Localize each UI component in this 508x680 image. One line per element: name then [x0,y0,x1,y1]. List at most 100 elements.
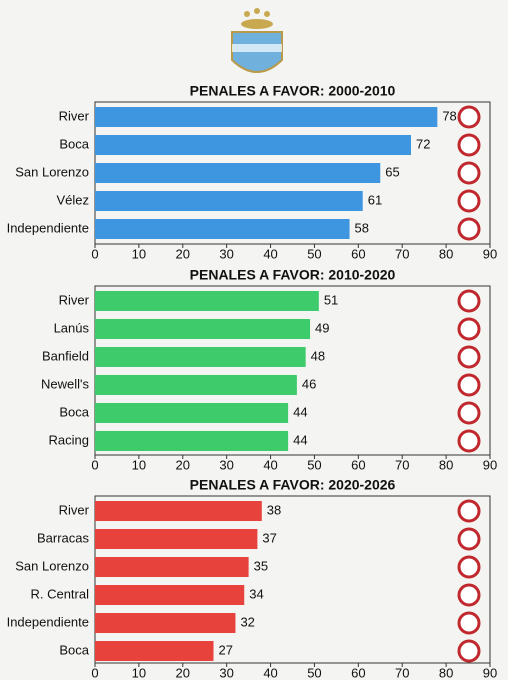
plot-frame [94,495,491,664]
team-badge [457,401,481,425]
bar [95,585,245,605]
y-tick-label: River [59,292,90,307]
team-badge [457,527,481,551]
x-tick-label: 90 [483,457,497,472]
value-label: 58 [355,220,369,235]
team-badge [457,217,481,241]
x-tick-label: 50 [307,457,321,472]
y-tick-label: Racing [49,432,89,447]
x-tick-label: 80 [439,665,453,680]
x-tick-label: 80 [439,246,453,261]
x-tick-label: 60 [351,665,365,680]
bar [95,613,236,633]
x-tick-label: 10 [132,457,146,472]
value-label: 44 [293,404,307,419]
bar [95,641,214,661]
x-tick-label: 0 [91,246,98,261]
x-tick-label: 80 [439,457,453,472]
y-tick-label: River [59,108,90,123]
bar [95,557,249,577]
bar [95,403,289,423]
y-tick-label: River [59,502,90,517]
value-label: 78 [442,108,456,123]
y-tick-label: Independiente [7,220,89,235]
afa-logo [231,8,283,73]
bar [95,347,306,367]
value-label: 49 [315,320,329,335]
y-tick-label: Boca [59,136,89,151]
value-label: 65 [385,164,399,179]
team-badge [457,189,481,213]
x-tick-label: 10 [132,246,146,261]
y-tick-label: Newell's [41,376,89,391]
x-tick-label: 10 [132,665,146,680]
value-label: 48 [311,348,325,363]
x-tick-label: 40 [263,665,277,680]
x-tick-label: 20 [176,457,190,472]
bar [95,191,363,211]
value-label: 37 [262,530,276,545]
team-badge [457,161,481,185]
x-tick-label: 0 [91,457,98,472]
team-badge [457,133,481,157]
bar [95,319,311,339]
chart-title: PENALES A FAVOR: 2000-2010 [190,83,396,99]
x-tick-label: 0 [91,665,98,680]
y-tick-label: Boca [59,642,89,657]
team-badge [457,611,481,635]
y-tick-label: Vélez [56,192,89,207]
bar [95,291,319,311]
value-label: 32 [240,614,254,629]
bar [95,163,381,183]
team-badge [457,555,481,579]
x-tick-label: 90 [483,246,497,261]
x-tick-label: 60 [351,246,365,261]
x-tick-label: 20 [176,665,190,680]
y-tick-label: Boca [59,404,89,419]
x-tick-label: 40 [263,246,277,261]
bar [95,375,297,395]
y-tick-label: San Lorenzo [15,164,89,179]
value-label: 27 [219,642,233,657]
bar [95,135,411,155]
team-badge [457,317,481,341]
bar [95,529,258,549]
bar [95,107,438,127]
x-tick-label: 60 [351,457,365,472]
team-badge [457,429,481,453]
team-badge [457,345,481,369]
x-tick-label: 50 [307,665,321,680]
chart-title: PENALES A FAVOR: 2020-2026 [190,477,396,493]
y-tick-label: Lanús [54,320,90,335]
chart-title: PENALES A FAVOR: 2010-2020 [190,267,396,283]
x-tick-label: 90 [483,665,497,680]
x-tick-label: 30 [219,665,233,680]
x-tick-label: 70 [395,665,409,680]
x-tick-label: 30 [219,246,233,261]
y-tick-label: Independiente [7,614,89,629]
plot-frame [94,285,491,456]
team-badge [457,583,481,607]
y-tick-label: R. Central [30,586,89,601]
x-tick-label: 50 [307,246,321,261]
value-label: 51 [324,292,338,307]
y-tick-label: Barracas [37,530,90,545]
value-label: 44 [293,432,307,447]
team-badge [457,639,481,663]
value-label: 61 [368,192,382,207]
value-label: 35 [254,558,268,573]
value-label: 38 [267,502,281,517]
value-label: 34 [249,586,263,601]
y-tick-label: San Lorenzo [15,558,89,573]
y-tick-label: Banfield [42,348,89,363]
x-tick-label: 70 [395,246,409,261]
team-badge [457,289,481,313]
value-label: 46 [302,376,316,391]
bar [95,501,262,521]
team-badge [457,373,481,397]
x-tick-label: 30 [219,457,233,472]
team-badge [457,499,481,523]
value-label: 72 [416,136,430,151]
bar [95,219,350,239]
